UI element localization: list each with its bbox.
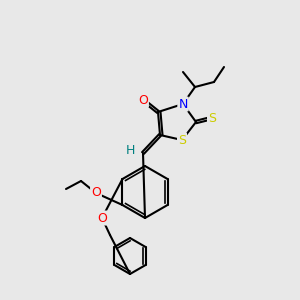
Text: N: N: [178, 98, 188, 110]
Text: O: O: [138, 94, 148, 106]
Text: O: O: [97, 212, 107, 224]
Text: S: S: [178, 134, 186, 146]
Text: S: S: [208, 112, 216, 124]
Text: O: O: [91, 187, 101, 200]
Text: H: H: [125, 143, 135, 157]
